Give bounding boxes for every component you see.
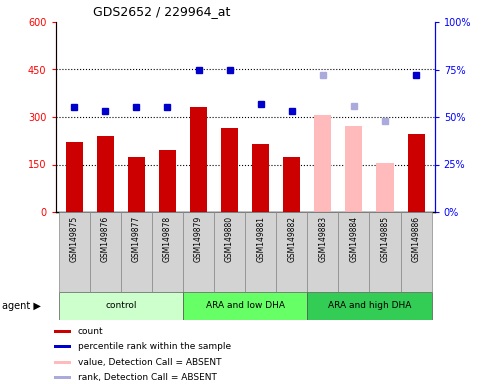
Text: rank, Detection Call = ABSENT: rank, Detection Call = ABSENT	[78, 373, 217, 382]
Bar	[159, 150, 176, 212]
Bar	[90, 212, 121, 292]
Bar	[66, 142, 83, 212]
Bar	[54, 376, 71, 379]
Text: value, Detection Call = ABSENT: value, Detection Call = ABSENT	[78, 358, 222, 367]
Text: GSM149876: GSM149876	[101, 216, 110, 262]
Text: control: control	[105, 301, 137, 311]
Bar	[307, 292, 432, 320]
Text: GSM149885: GSM149885	[381, 216, 389, 262]
Text: GSM149884: GSM149884	[349, 216, 358, 262]
Bar	[276, 212, 307, 292]
Text: GSM149879: GSM149879	[194, 216, 203, 262]
Bar	[345, 126, 362, 212]
Bar	[54, 345, 71, 349]
Text: GSM149877: GSM149877	[132, 216, 141, 262]
Bar	[214, 212, 245, 292]
Bar	[54, 330, 71, 333]
Bar	[369, 212, 400, 292]
Bar	[121, 212, 152, 292]
Text: GSM149878: GSM149878	[163, 216, 172, 262]
Bar	[252, 144, 269, 212]
Text: GSM149886: GSM149886	[412, 216, 421, 262]
Bar	[408, 134, 425, 212]
Text: GSM149875: GSM149875	[70, 216, 79, 262]
Bar	[307, 212, 339, 292]
Bar	[339, 212, 369, 292]
Bar	[400, 212, 432, 292]
Bar	[190, 108, 207, 212]
Text: GDS2652 / 229964_at: GDS2652 / 229964_at	[94, 5, 231, 18]
Bar	[314, 116, 331, 212]
Bar	[97, 136, 114, 212]
Text: GSM149882: GSM149882	[287, 216, 296, 262]
Bar	[58, 212, 90, 292]
Bar	[283, 157, 300, 212]
Bar	[58, 292, 183, 320]
Text: percentile rank within the sample: percentile rank within the sample	[78, 343, 231, 351]
Text: agent ▶: agent ▶	[2, 301, 41, 311]
Bar	[128, 157, 145, 212]
Bar	[221, 128, 238, 212]
Text: GSM149881: GSM149881	[256, 216, 265, 262]
Text: ARA and low DHA: ARA and low DHA	[206, 301, 284, 311]
Bar	[152, 212, 183, 292]
Text: GSM149880: GSM149880	[225, 216, 234, 262]
Bar	[183, 212, 214, 292]
Bar	[183, 292, 307, 320]
Text: ARA and high DHA: ARA and high DHA	[328, 301, 411, 311]
Text: GSM149883: GSM149883	[318, 216, 327, 262]
Bar	[376, 163, 394, 212]
Bar	[245, 212, 276, 292]
Text: count: count	[78, 327, 103, 336]
Bar	[54, 361, 71, 364]
